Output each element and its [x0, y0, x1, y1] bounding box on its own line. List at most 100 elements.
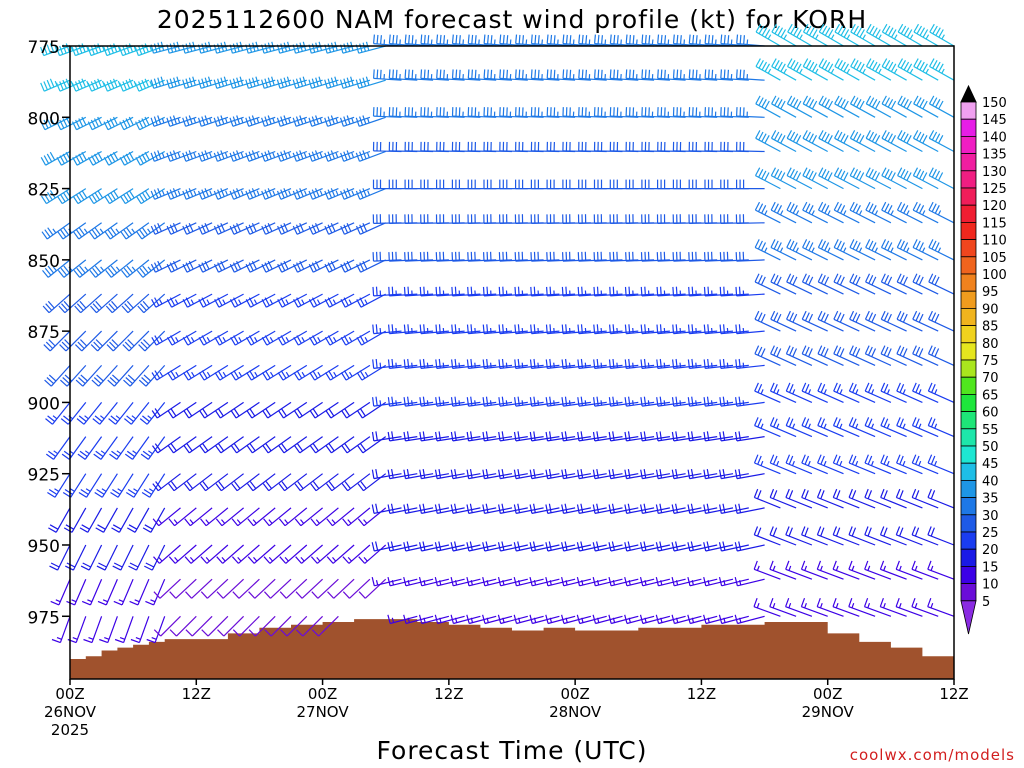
barb-staff — [626, 507, 655, 514]
barb-staff — [204, 401, 229, 419]
barb-feather — [773, 346, 779, 356]
barb-feather — [375, 503, 379, 513]
barb-staff — [928, 390, 955, 403]
barb-half-feather — [636, 39, 638, 45]
barb-half-feather — [811, 210, 815, 216]
y-tick-label: 900 — [28, 394, 60, 414]
barb-feather — [59, 193, 66, 203]
barb-feather — [928, 167, 934, 176]
barb-feather — [786, 310, 791, 320]
barb-feather — [46, 79, 52, 89]
barb-half-feather — [518, 617, 521, 623]
barb-feather — [486, 324, 489, 334]
legend-swatch — [960, 376, 977, 395]
wind-barb — [451, 107, 481, 118]
barb-staff — [452, 436, 481, 442]
barb-staff — [63, 259, 87, 278]
barb-feather — [927, 560, 932, 570]
barb-feather — [513, 542, 517, 552]
barb-feather — [792, 313, 798, 323]
wind-barb — [513, 541, 544, 552]
barb-staff — [849, 318, 876, 332]
barb-feather — [125, 153, 132, 163]
barb-feather — [96, 374, 104, 382]
barb-staff — [298, 401, 323, 419]
barb-feather — [310, 556, 318, 564]
barb-feather — [852, 131, 859, 141]
barb-feather — [327, 335, 334, 344]
barb-feather — [119, 82, 124, 92]
wind-barb — [771, 58, 797, 81]
barb-feather — [928, 201, 934, 211]
barb-half-feather — [791, 460, 795, 466]
barb-feather — [687, 431, 691, 441]
barb-staff — [468, 436, 497, 442]
barb-feather — [407, 286, 410, 296]
barb-staff — [75, 45, 102, 57]
barb-staff — [67, 402, 87, 425]
barb-feather — [280, 78, 284, 88]
barb-half-feather — [237, 557, 242, 562]
barb-half-feather — [890, 210, 894, 216]
barb-feather — [344, 443, 351, 452]
barb-feather — [482, 469, 485, 479]
wind-barb — [769, 417, 797, 438]
barb-staff — [562, 115, 591, 118]
barb-feather — [867, 418, 873, 428]
wind-barb — [769, 597, 797, 617]
wind-barb — [109, 436, 134, 460]
barb-feather — [118, 46, 124, 56]
barb-feather — [154, 297, 160, 306]
barb-feather — [40, 195, 47, 204]
wind-barb — [103, 43, 134, 57]
wind-barb — [182, 259, 213, 273]
barb-half-feather — [679, 400, 682, 406]
barb-feather — [856, 133, 862, 142]
y-tick-label: 825 — [28, 181, 60, 201]
wind-barb — [911, 560, 939, 580]
barb-feather — [170, 335, 176, 344]
barb-half-feather — [756, 602, 760, 609]
barb-feather — [251, 260, 257, 270]
barb-feather — [935, 99, 941, 108]
barb-feather — [679, 69, 682, 79]
barb-feather — [267, 188, 273, 197]
barb-half-feather — [746, 39, 749, 45]
barb-staff — [913, 137, 939, 153]
barb-half-feather — [411, 400, 413, 406]
barb-feather — [545, 397, 548, 407]
barb-staff — [737, 615, 765, 625]
barb-half-feather — [222, 336, 227, 342]
barb-feather — [529, 397, 533, 407]
barb-feather — [110, 491, 119, 498]
barb-half-feather — [502, 580, 505, 586]
barb-staff — [736, 330, 765, 335]
barb-staff — [316, 544, 339, 564]
barb-feather — [46, 44, 51, 54]
barb-feather — [867, 384, 873, 393]
barb-feather — [871, 276, 877, 286]
barb-staff — [79, 259, 102, 278]
barb-feather — [188, 77, 193, 87]
barb-feather — [881, 23, 888, 33]
barb-staff — [468, 115, 497, 118]
wind-barb — [656, 396, 686, 407]
barb-feather — [145, 600, 154, 606]
wind-barb — [832, 597, 860, 617]
barb-feather — [769, 597, 774, 607]
barb-feather — [887, 99, 894, 108]
barb-feather — [406, 503, 410, 513]
barb-half-feather — [878, 34, 882, 40]
barb-feather — [640, 504, 643, 514]
barb-staff — [405, 615, 434, 625]
barb-feather — [245, 117, 250, 127]
wind-barb — [609, 107, 639, 118]
wind-barb — [592, 468, 623, 480]
barb-feather — [261, 299, 267, 308]
barb-feather — [48, 527, 57, 533]
barb-feather — [514, 359, 517, 369]
wind-barb — [529, 503, 560, 514]
barb-half-feather — [206, 336, 211, 342]
barb-feather — [498, 359, 501, 369]
barb-staff — [689, 436, 718, 442]
